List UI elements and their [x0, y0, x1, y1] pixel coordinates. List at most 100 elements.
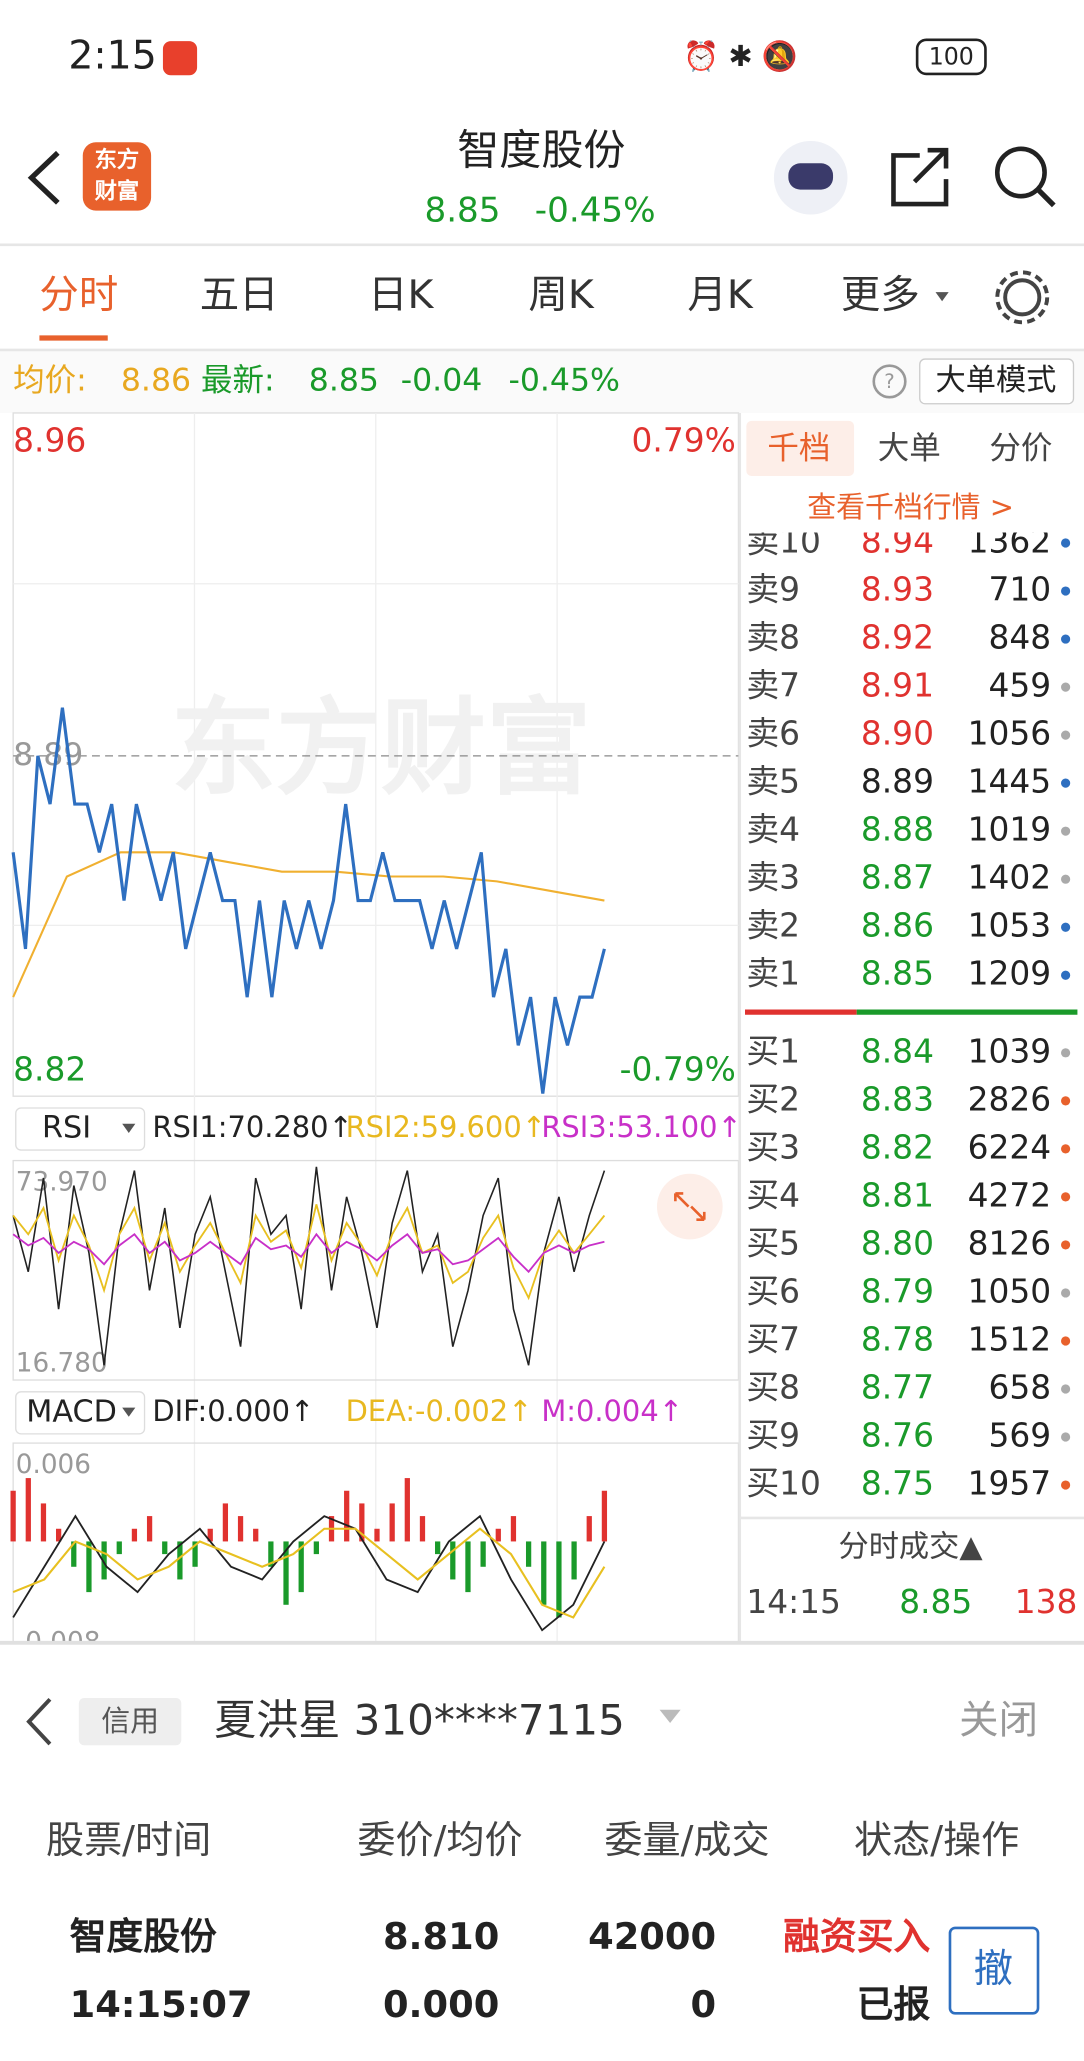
book-tab[interactable]: 分价	[989, 431, 1052, 467]
logo	[82, 142, 152, 211]
cancel-button[interactable]	[948, 1926, 1040, 2015]
book-price: 8.83	[861, 1080, 934, 1118]
latest-change-pct: -0.45%	[508, 362, 620, 398]
dea-label: DEA:-0.002↑	[346, 1394, 533, 1428]
book-volume: 1050	[968, 1272, 1052, 1310]
macd-bar	[419, 1516, 426, 1542]
rsi-selector[interactable]	[15, 1107, 146, 1151]
order-stock: 智度股份	[70, 1915, 217, 1958]
book-volume: 6224	[968, 1128, 1052, 1166]
macd-bar	[465, 1541, 471, 1593]
book-price: 8.94	[861, 523, 934, 561]
book-price: 8.85	[861, 955, 934, 993]
logo-text: 财富	[95, 178, 140, 205]
macd-bar	[55, 1528, 62, 1542]
macd-bar	[556, 1541, 562, 1618]
book-volume: 1402	[968, 859, 1052, 897]
book-tab[interactable]: 千档	[767, 431, 830, 467]
rsi-selector-label[interactable]: RSI	[42, 1111, 91, 1146]
macd-max-label: 0.006	[16, 1450, 91, 1480]
book-volume: 569	[988, 1417, 1051, 1455]
book-volume: 1362	[968, 523, 1052, 561]
book-dot	[1061, 874, 1071, 884]
book-level: 买5	[746, 1224, 800, 1262]
book-volume: 1209	[968, 955, 1052, 993]
rsi2-label: RSI2:59.600↑	[346, 1110, 546, 1144]
book-dot	[1061, 1240, 1071, 1250]
book-price: 8.86	[861, 907, 934, 945]
trade-time: 14:15	[746, 1583, 841, 1621]
book-dot	[1061, 682, 1071, 692]
book-volume: 2826	[968, 1080, 1052, 1118]
tab[interactable]: 五日	[200, 272, 279, 318]
close-button[interactable]: 关闭	[959, 1697, 1038, 1743]
macd-bar	[71, 1541, 77, 1567]
macd-bar	[450, 1541, 456, 1580]
account[interactable]: 夏洪星 310****7115	[214, 1695, 625, 1744]
tab[interactable]: 周K	[528, 272, 594, 318]
tab[interactable]: 分时	[39, 272, 118, 318]
mode-button-label[interactable]: 大单模式	[936, 363, 1057, 398]
rsi-min-label: 16.780	[16, 1349, 108, 1379]
book-dot	[1061, 1432, 1071, 1442]
book-dot	[1061, 538, 1071, 548]
avg-label: 均价:	[13, 362, 87, 398]
macd-selector-label[interactable]: MACD	[26, 1394, 117, 1429]
book-tab[interactable]: 大单	[878, 431, 941, 467]
price-line	[11, 707, 606, 1094]
order-action: 融资买入	[783, 1915, 930, 1958]
macd-bar	[237, 1516, 244, 1542]
expand-button[interactable]	[656, 1173, 723, 1240]
status-icons: ⏰ ✱ 🔕	[683, 38, 798, 73]
share-button[interactable]	[891, 147, 949, 207]
book-dot	[1061, 730, 1071, 740]
book-dot	[1061, 586, 1071, 596]
book-level: 卖3	[746, 859, 800, 897]
macd-bar	[101, 1541, 107, 1580]
latest-label: 最新:	[201, 362, 275, 398]
settings-button[interactable]	[1003, 278, 1042, 317]
mode-button[interactable]	[919, 358, 1075, 405]
macd-bar	[344, 1490, 350, 1542]
macd-bar	[586, 1516, 592, 1542]
battery-level: 100	[929, 43, 974, 71]
book-price: 8.80	[861, 1224, 934, 1262]
back-button[interactable]	[27, 150, 60, 205]
book-level: 卖8	[746, 619, 800, 657]
account-dropdown[interactable]	[659, 1709, 681, 1723]
battery	[915, 38, 987, 76]
book-dot	[1061, 826, 1071, 836]
book-level: 卖1	[746, 955, 800, 993]
book-dot	[1061, 1288, 1071, 1298]
macd-bar	[404, 1478, 410, 1542]
expand-icon	[674, 1192, 706, 1222]
macd-selector[interactable]	[15, 1391, 146, 1435]
book-price: 8.90	[861, 715, 934, 753]
tab[interactable]: 更多	[841, 272, 920, 318]
book-dot	[1061, 1096, 1071, 1106]
book-volume: 1053	[968, 907, 1052, 945]
cancel-label[interactable]: 撤	[974, 1946, 1013, 1992]
book-price: 8.81	[861, 1176, 934, 1214]
logo-text: 东方	[95, 146, 140, 173]
avg-line	[12, 851, 605, 998]
tab[interactable]: 月K	[687, 272, 753, 318]
book-price: 8.93	[861, 571, 934, 609]
book-level: 卖4	[746, 811, 800, 849]
search-button[interactable]	[994, 146, 1047, 199]
book-dot	[1061, 778, 1071, 788]
book-link[interactable]: 查看千档行情 >	[807, 490, 1014, 524]
macd-bar	[116, 1541, 122, 1555]
book-level: 买6	[746, 1272, 800, 1310]
book-price: 8.92	[861, 619, 934, 657]
book-level: 买3	[746, 1128, 800, 1166]
trades-title[interactable]: 分时成交▲	[838, 1530, 983, 1565]
help-icon[interactable]	[872, 364, 907, 399]
book-level: 买9	[746, 1417, 800, 1455]
book-level: 买8	[746, 1369, 800, 1407]
tab[interactable]: 日K	[368, 272, 434, 318]
panel-back[interactable]	[26, 1697, 52, 1746]
book-level: 卖7	[746, 667, 800, 705]
